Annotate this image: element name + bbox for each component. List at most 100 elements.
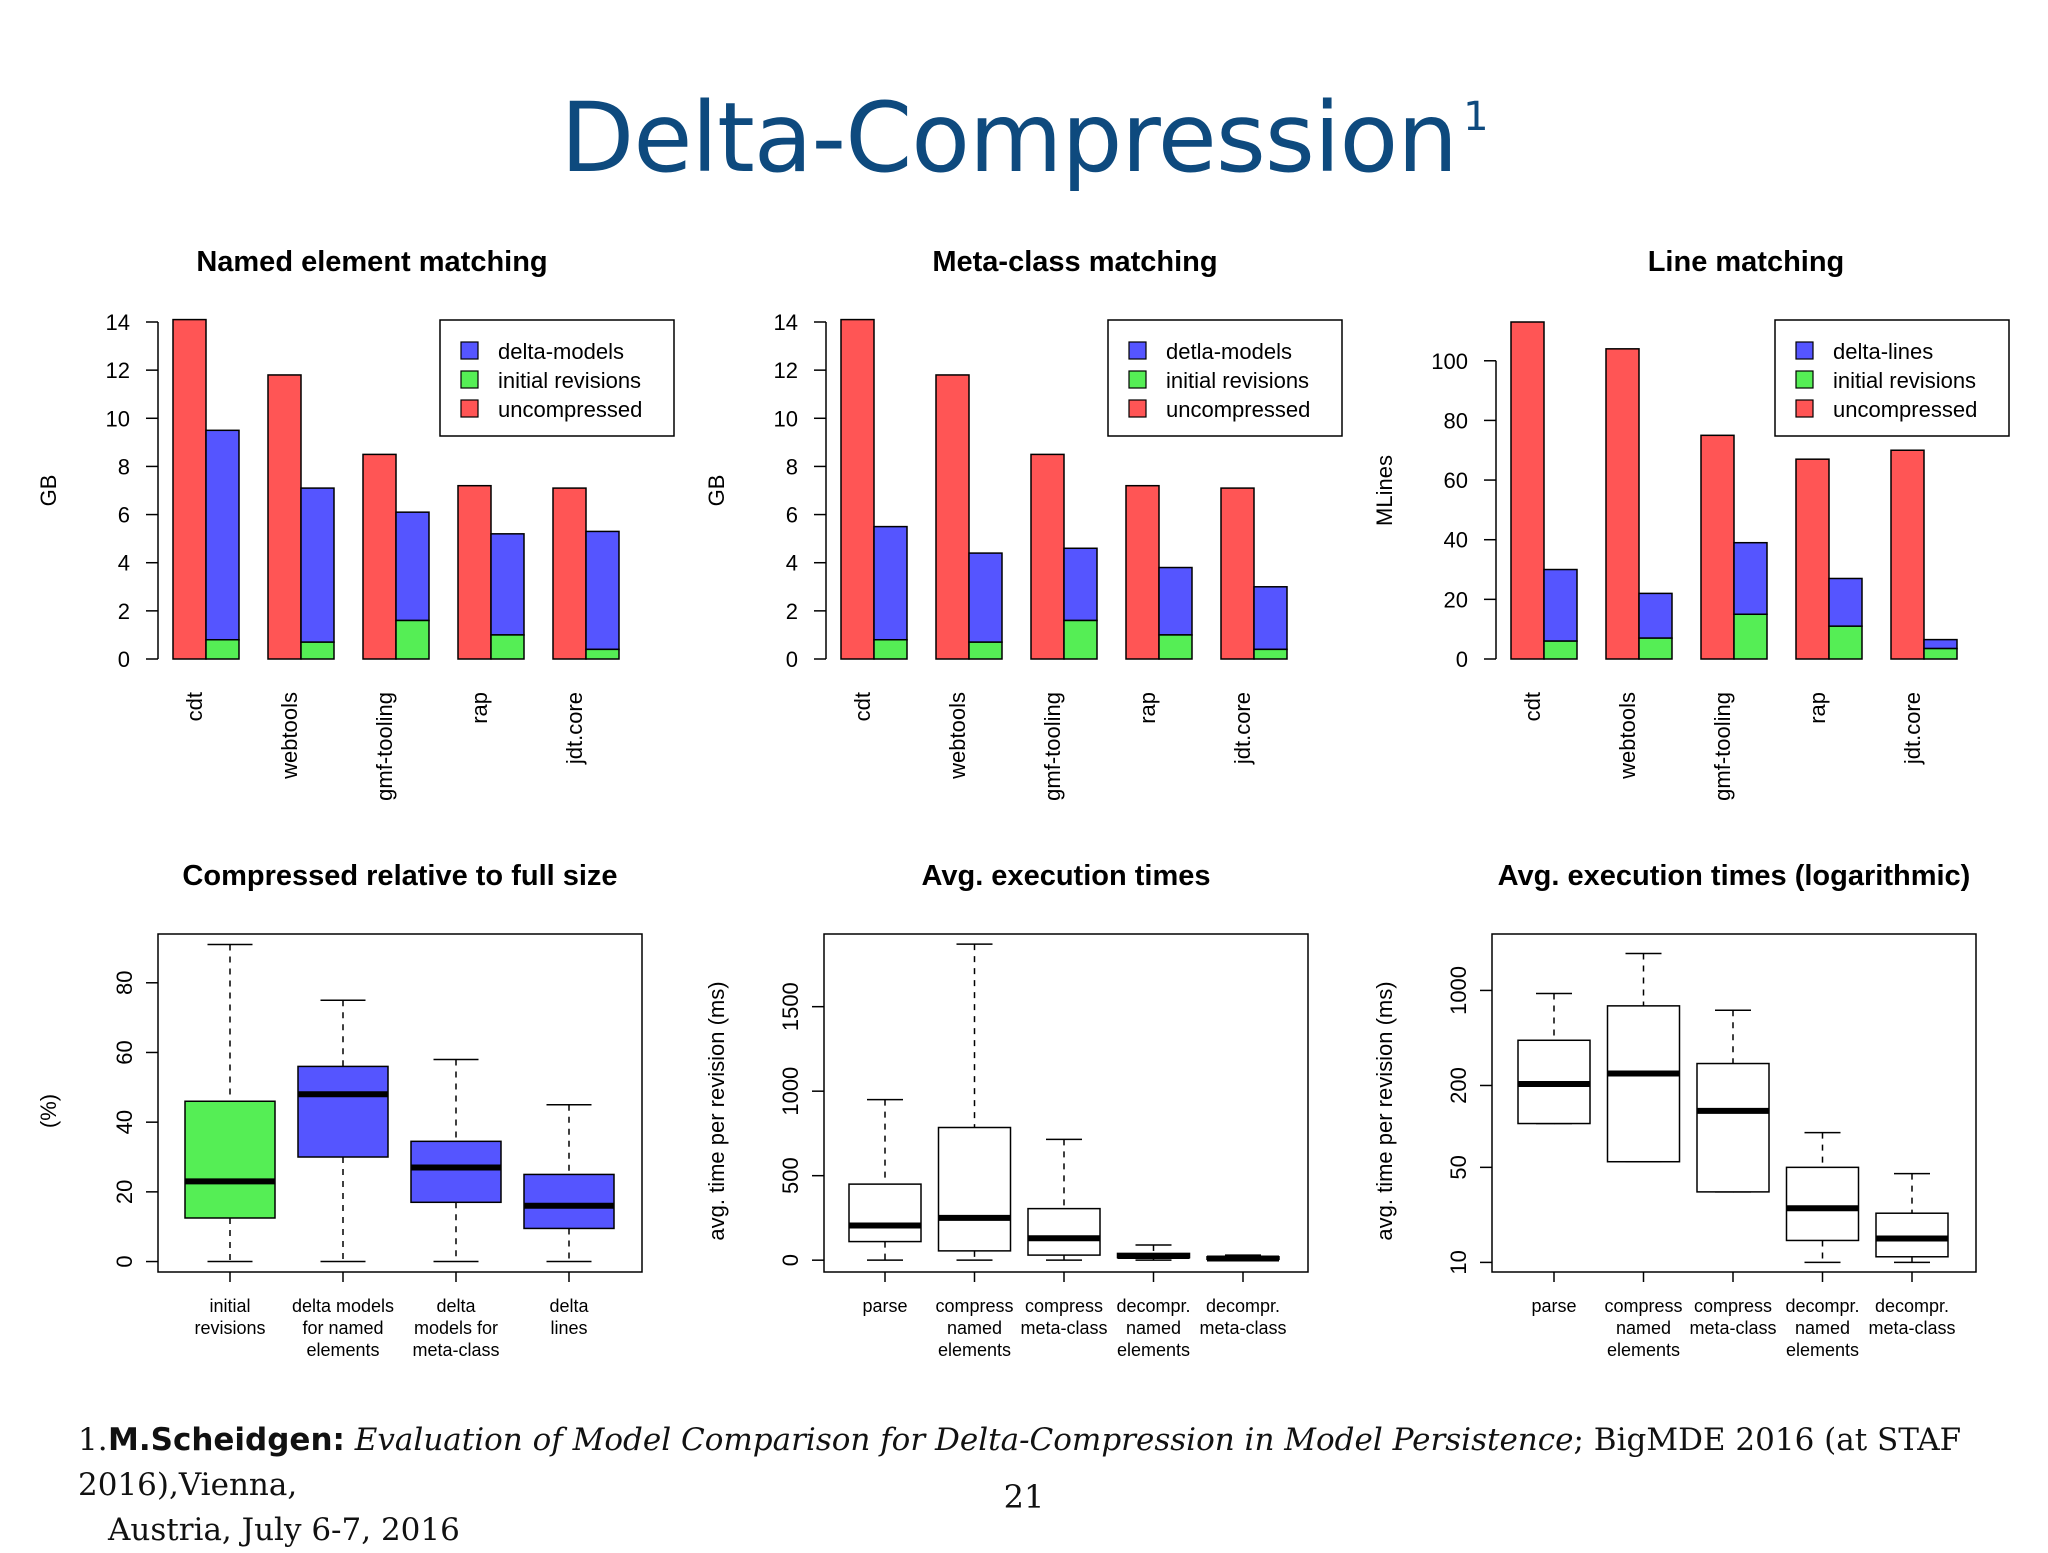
bar-delta <box>873 525 908 641</box>
slide-title-text: Delta-Compression <box>560 82 1458 194</box>
x-category-label: initial <box>209 1296 250 1316</box>
bar-delta <box>395 511 430 622</box>
y-tick-label: 20 <box>112 1180 137 1204</box>
slide-title-footnote-mark: 1 <box>1463 94 1488 140</box>
bar-uncompressed <box>1890 449 1925 660</box>
chart-title: Compressed relative to full size <box>182 860 617 892</box>
footnote-line-1: 1.M.Scheidgen: Evaluation of Model Compa… <box>78 1418 1978 1508</box>
legend-box <box>1107 319 1343 437</box>
box-iqr <box>523 1173 615 1230</box>
bar-uncompressed <box>1795 458 1830 660</box>
bar-uncompressed <box>1510 321 1545 660</box>
bar-initial <box>395 619 430 660</box>
legend-label: initial revisions <box>498 368 641 393</box>
bar-delta <box>300 487 335 643</box>
box-iqr <box>1875 1212 1949 1258</box>
x-category-label: elements <box>306 1340 379 1360</box>
page-number: 21 <box>1003 1478 1045 1516</box>
bar-initial <box>300 641 335 660</box>
footnote: 1.M.Scheidgen: Evaluation of Model Compa… <box>78 1418 1978 1553</box>
legend: detla-models initial revisions uncompresse… <box>1107 319 1343 437</box>
x-category-label: named <box>1795 1318 1850 1338</box>
y-tick-label: 1000 <box>1446 966 1471 1015</box>
legend-swatch <box>1128 370 1147 389</box>
x-category-label: jdt.core <box>1900 692 1925 765</box>
x-category-label: cdt <box>850 692 875 721</box>
chart-line: Line matching 0 20 40 60 80 100 MLines cdt webtoo… <box>1372 246 2010 801</box>
x-category-label: named <box>1126 1318 1181 1338</box>
y-tick-label: 60 <box>112 1040 137 1064</box>
legend-swatch <box>1128 341 1147 360</box>
legend-swatch <box>1795 399 1814 418</box>
y-tick-label: 80 <box>112 971 137 995</box>
legend: delta-models initial revisions uncompresse… <box>439 319 675 437</box>
legend-label: initial revisions <box>1166 368 1309 393</box>
legend-label: uncompressed <box>498 397 642 422</box>
plot-frame <box>157 933 643 1273</box>
y-tick-label: 4 <box>118 551 130 576</box>
x-category-label: gmf-tooling <box>1710 692 1735 801</box>
bar-delta <box>1638 592 1673 639</box>
x-category-label: gmf-tooling <box>1040 692 1065 801</box>
x-category-label: cdt <box>1520 692 1545 721</box>
x-category-label: named <box>1616 1318 1671 1338</box>
y-tick-label: 14 <box>774 310 798 335</box>
y-tick-label: 50 <box>1446 1155 1471 1179</box>
slide-title: Delta-Compression 1 <box>0 82 2048 194</box>
y-tick-label: 40 <box>1444 528 1468 553</box>
x-category-label: meta-class <box>1868 1318 1955 1338</box>
y-tick-label: 4 <box>786 551 798 576</box>
y-tick-label: 0 <box>1456 647 1468 672</box>
box-iqr <box>848 1183 922 1243</box>
legend-label: initial revisions <box>1833 368 1976 393</box>
x-category-label: meta-class <box>1020 1318 1107 1338</box>
y-tick-label: 500 <box>778 1157 803 1194</box>
y-tick-label: 200 <box>1446 1067 1471 1104</box>
chart-meta: Meta-class matching 0 2 4 6 8 10 12 14 GB cdt webto… <box>704 246 1343 801</box>
y-tick-label: 12 <box>106 358 130 383</box>
x-category-label: meta-class <box>1689 1318 1776 1338</box>
box-0: parse <box>1517 992 1591 1316</box>
box-iqr <box>1785 1166 1860 1242</box>
x-category-label: compress <box>1025 1296 1103 1316</box>
y-tick-label: 8 <box>118 454 130 479</box>
bar-initial <box>585 648 620 660</box>
box-iqr <box>1696 1062 1770 1193</box>
plot-frame <box>1491 933 1977 1273</box>
bar-delta <box>585 530 620 651</box>
x-category-label: gmf-tooling <box>372 692 397 801</box>
legend: delta-lines initial revisions uncompressed <box>1774 319 2010 437</box>
box-4: decompr.meta-class <box>1199 1254 1287 1338</box>
bar-delta <box>205 429 240 641</box>
chart-exec: Avg. execution times 0 500 1000 1500 avg. tim… <box>704 860 1309 1360</box>
y-tick-label: 0 <box>786 647 798 672</box>
bar-uncompressed <box>1220 487 1255 660</box>
x-category-label: delta models <box>292 1296 394 1316</box>
y-axis-label: GB <box>36 475 61 507</box>
bar-uncompressed <box>172 318 207 660</box>
y-tick-label: 8 <box>786 454 798 479</box>
chart-title: Avg. execution times <box>921 860 1210 892</box>
x-category-label: elements <box>1786 1340 1859 1360</box>
y-tick-label: 6 <box>786 503 798 528</box>
y-tick-label: 12 <box>774 358 798 383</box>
y-axis-label: avg. time per revision (ms) <box>704 981 729 1240</box>
y-tick-label: 1000 <box>778 1067 803 1116</box>
plot-frame <box>823 933 1309 1273</box>
x-category-label: webtools <box>945 692 970 780</box>
box-iqr <box>297 1065 389 1158</box>
bar-delta <box>968 552 1003 643</box>
bar-initial <box>1543 640 1578 660</box>
y-tick-label: 80 <box>1444 408 1468 433</box>
x-category-label: compress <box>1604 1296 1682 1316</box>
x-category-label: webtools <box>1615 692 1640 780</box>
x-category-label: revisions <box>194 1318 265 1338</box>
legend-swatch <box>460 399 479 418</box>
x-category-label: meta-class <box>412 1340 499 1360</box>
bar-initial <box>1733 613 1768 660</box>
x-category-label: elements <box>1117 1340 1190 1360</box>
